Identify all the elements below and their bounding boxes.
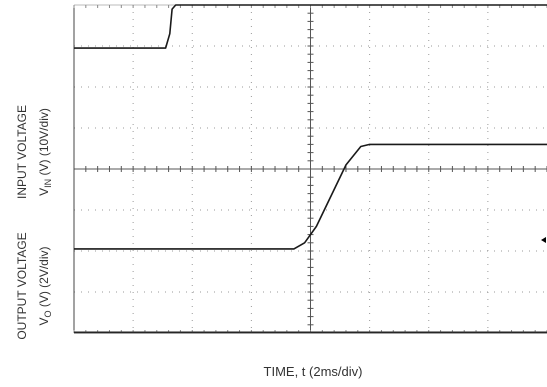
output-voltage-unit-label: VO (V) (2V/div) — [37, 246, 53, 325]
output-trace — [74, 143, 547, 250]
input-voltage-label-line1: INPUT VOLTAGE — [15, 105, 29, 199]
output-voltage-label-line1: OUTPUT VOLTAGE — [15, 232, 29, 339]
input-voltage-unit-label: VIN (V) (10V/div) — [37, 108, 53, 196]
input-trace — [74, 4, 547, 49]
svg-text:VO (V) (2V/div): VO (V) (2V/div) — [37, 246, 53, 325]
grid — [73, 4, 547, 334]
traces — [74, 4, 547, 333]
output-voltage-label: OUTPUT VOLTAGE — [15, 232, 29, 339]
x-axis-label: TIME, t (2ms/div) — [264, 364, 363, 379]
trigger-marker-icon — [541, 237, 546, 243]
svg-text:VIN (V) (10V/div): VIN (V) (10V/div) — [37, 108, 53, 196]
input-voltage-label: INPUT VOLTAGE — [15, 105, 29, 199]
